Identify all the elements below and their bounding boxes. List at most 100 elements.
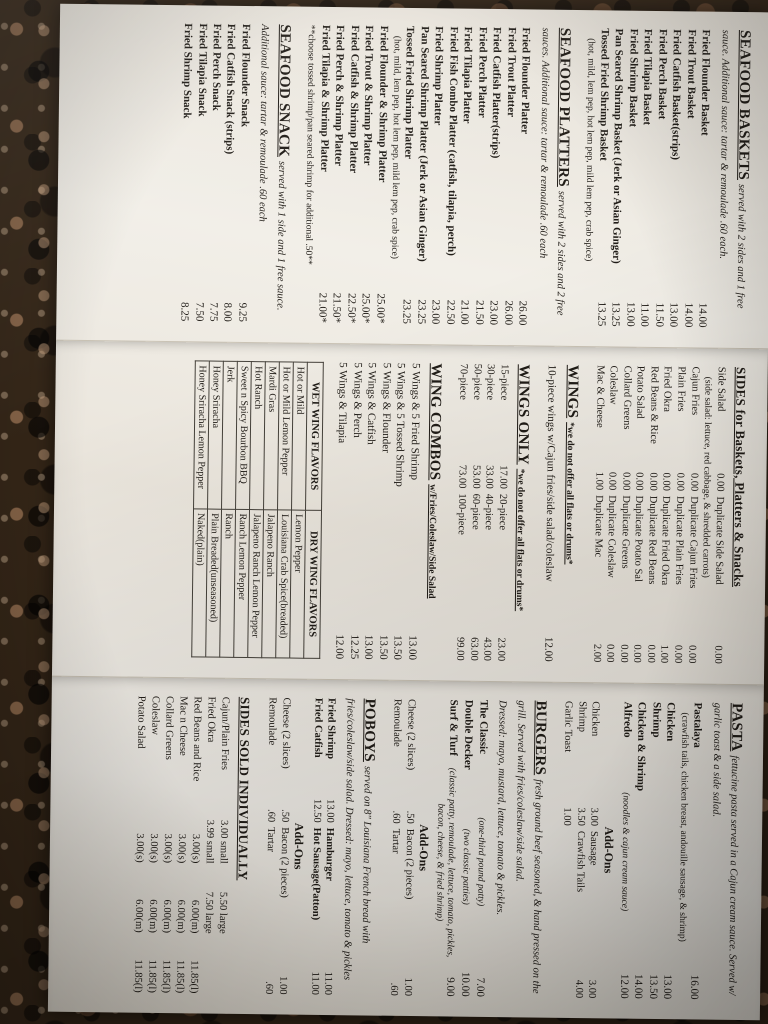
piece-price: 17.00	[497, 465, 509, 489]
section-title: SEAFOOD BASKETS	[735, 29, 753, 181]
addon-price: .60	[390, 810, 402, 824]
pasta-addons-list: Chicken 3.00 Sausage 3.00 Shrimp 3.50 Crawfis…	[558, 701, 601, 998]
item-name: Fried Perch Snack	[209, 23, 223, 111]
duplicate-side-name: Duplicate Greens	[619, 495, 632, 569]
item-name: Fried Trout Basket	[684, 29, 698, 119]
item-price: 12.00	[617, 973, 631, 999]
wet-flavor: Hot or Mild Lemon Pepper	[277, 361, 294, 510]
sides-row-list: Side Salad 0.00 Duplicate Side Salad 0.00 (…	[590, 365, 727, 664]
side-individual-row: Collard Greens 3.00(s) 6.00(m) 11.85(l)	[159, 696, 175, 993]
sides-row: Cajun Fries 0.00 Duplicate Cajun Fries 0.00	[685, 366, 701, 663]
duplicate-side-name: Duplicate Mac	[592, 495, 604, 558]
dry-flavor: Plain Breaded(unseasoned)	[206, 508, 222, 658]
section-heading: SEAFOOD PLATTERS served with 2 sides and…	[534, 28, 574, 326]
poboy-name: Fried Catfish	[311, 697, 324, 758]
item-price: 22.50*	[344, 292, 358, 324]
section-title-note: w/Fries/Coleslaw/Side Salad	[426, 484, 438, 599]
section-heading: WINGS ONLY *we do not offer all flats or…	[511, 364, 533, 661]
addon-name: Garlic Toast	[562, 700, 574, 753]
side-price-small: 3.00(s)	[161, 833, 173, 864]
item-price: 11.00	[638, 302, 651, 327]
addon-price: .60	[265, 808, 277, 823]
section-seafood-snack: SEAFOOD SNACK served with 1 side and 1 f…	[177, 23, 293, 322]
item-name: 10-piece wings w/Cajun fries/side salad/…	[543, 364, 559, 582]
dry-flavor: Lemon Pepper	[290, 509, 306, 659]
item-price: 21.50	[473, 300, 486, 325]
wet-flavor: Mardi Gras	[263, 361, 280, 510]
item-price: 12.00	[333, 634, 346, 660]
section-title: WINGS	[563, 364, 581, 419]
menu-item-row: Chicken 13.00	[660, 702, 677, 999]
addon-price: 4.00	[572, 979, 584, 999]
piece-price: 73.00	[456, 464, 468, 489]
item-price: 13.00	[667, 302, 680, 328]
dry-flavor: Louisiana Crab Spice(breaded)	[276, 509, 292, 659]
poboy-price: 12.50	[310, 798, 323, 823]
duplicate-side-name: Duplicate Potato Sal	[632, 495, 645, 582]
side-price-small: 3.00(s)	[175, 833, 187, 864]
side-price-small: 3.00 small	[217, 819, 230, 864]
piece-price: 63.00	[467, 637, 480, 661]
item-price: 23.25	[400, 299, 414, 325]
addon-price: .50	[403, 810, 415, 824]
item-price: 13.00	[661, 974, 674, 1000]
dry-flavor: Ranch	[220, 508, 236, 658]
burgers-addons-title: Add-Ons	[416, 824, 432, 872]
side-name: Potato Salad	[634, 365, 647, 419]
side-price-medium: 6.00(m)	[174, 899, 187, 934]
wing-flavors-table: WET WING FLAVORS DRY WING FLAVORS Hot or …	[192, 360, 325, 659]
piece-price: 23.00	[495, 637, 507, 662]
section-poboys: POBOYS served on 8" Louisiana French bre…	[262, 697, 378, 995]
menu-item-row: Surf & Turf (classic patty, remoulade, le…	[432, 699, 460, 996]
piece-price: 33.00	[483, 465, 495, 489]
side-individual-row: Coleslaw 3.00(s) 6.00(m) 11.85(l)	[145, 696, 161, 993]
platters-footnote: **choose tossed shrimp/pan seared shrimp…	[302, 24, 316, 265]
poboy-price: 11.00	[308, 971, 320, 995]
section-heading: WING COMBOS w/Fries/Coleslaw/Side Salad	[423, 363, 445, 660]
wet-flavor: Hot or Mild	[291, 362, 308, 510]
menu-panel-seafood: SEAFOOD BASKETS served with 2 sides and …	[56, 4, 768, 349]
duplicate-side-price: 1.00	[658, 644, 670, 664]
item-price: 14.00	[632, 974, 645, 999]
item-name: Pan Seared Shrimp Platter (Jerk or Asian…	[416, 26, 431, 262]
piece-count: 30-piece	[484, 363, 497, 401]
section-burgers: BURGERS fresh ground beef seasoned, & ha…	[387, 699, 550, 998]
addon-price	[558, 962, 571, 998]
section-title: SEAFOOD SNACK	[275, 24, 293, 158]
piece-count: 100-piece	[455, 493, 468, 535]
pasta-addons-title: Add-Ons	[601, 826, 616, 874]
dry-flavor: Ranch Lemon Pepper	[234, 508, 250, 658]
side-name: Mac & Cheese	[593, 365, 606, 428]
poboys-row-list: Fried Shrimp 13.00 Hamburger 11.00 Fried Ca…	[308, 698, 337, 995]
piece-count: 60-piece	[469, 493, 481, 530]
item-price: 13.25	[595, 301, 608, 327]
side-name: Fried Okra	[661, 366, 674, 412]
piece-price: 99.00	[454, 636, 466, 661]
section-seafood-platters: SEAFOOD PLATTERS served with 2 sides and…	[302, 25, 574, 326]
addon-price: 1.00	[561, 807, 573, 826]
item-name: Fried Flounder Snack	[238, 23, 252, 128]
menu-item-row: Fried Flounder & Shrimp Platter 25.00*	[373, 26, 390, 324]
wet-flavors-header: WET WING FLAVORS	[305, 362, 324, 510]
item-name: Fried Catfish Platter(strips)	[489, 26, 504, 159]
addon-name: Tartar	[265, 827, 277, 853]
menu-item-row: The Classic (one-third pound patty) 7.00	[473, 700, 490, 997]
item-price: 13.50	[391, 635, 404, 660]
item-price: 26.00	[502, 300, 515, 326]
item-name: Fried Shrimp Basket	[626, 28, 640, 128]
item-name: Fried Tilapia Snack	[195, 23, 209, 117]
item-inline-note: (noodles & cajun cream sauce)	[619, 792, 631, 912]
poboy-row: Fried Shrimp 13.00 Hamburger 11.00	[321, 698, 337, 995]
section-wings-only: WINGS ONLY *we do not offer all flats or…	[453, 364, 533, 662]
side-individual-row: Potato Salad 3.00(s) 6.00(m) 11.85(l)	[131, 696, 147, 993]
item-name: Chicken	[664, 702, 678, 742]
side-individual-row: Fried Okra 3.99 small 7.50 large	[201, 697, 217, 994]
section-pasta: PASTA fettucine pasta served in a Cajun …	[558, 701, 746, 1000]
section-title: PASTA	[728, 702, 745, 752]
piece-count: 40-piece	[483, 493, 495, 530]
item-price: 23.00	[429, 299, 443, 325]
duplicate-side-name: Duplicate Coleslaw	[605, 495, 618, 578]
item-price: 16.00	[688, 974, 701, 1000]
addon-name: Remoulade	[391, 698, 403, 747]
